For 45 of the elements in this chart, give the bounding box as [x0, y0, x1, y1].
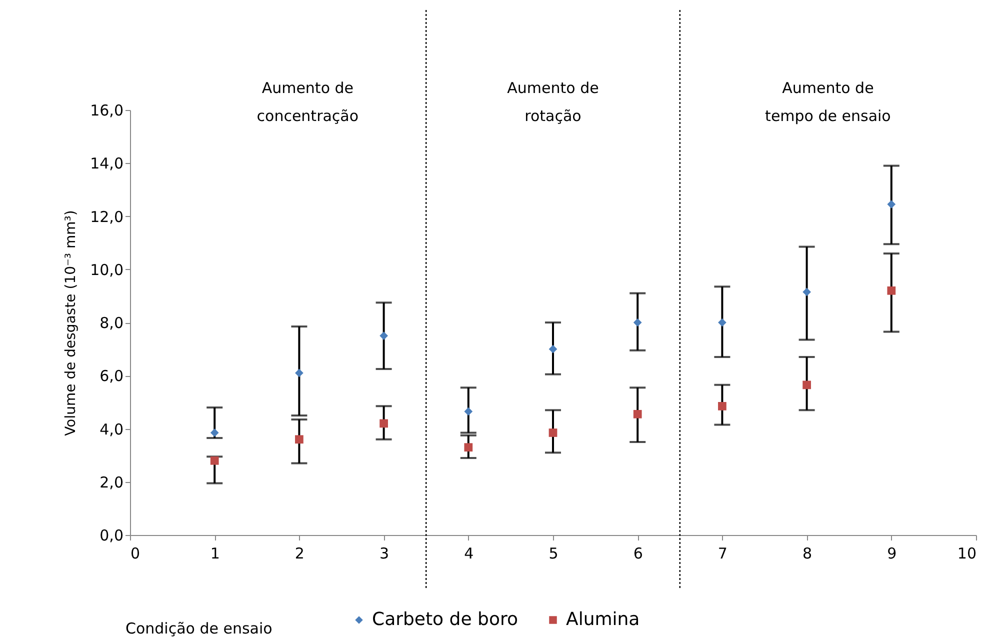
y-axis-title: Volume de desgaste (10⁻³ mm³): [63, 210, 80, 436]
point: [548, 428, 558, 437]
x-tick-label: 4: [464, 544, 474, 562]
point: [210, 428, 219, 437]
x-tick-label: 0: [130, 544, 140, 562]
point: [464, 407, 473, 416]
y-tick-label: 10,0: [90, 260, 124, 279]
legend-label: Carbeto de boro: [372, 609, 518, 630]
point: [380, 332, 388, 340]
point: [802, 380, 811, 390]
x-axis-title: Condição de ensaio: [126, 620, 272, 638]
y-tick-label: 6,0: [100, 367, 124, 386]
point: [548, 344, 558, 354]
y-tick-label: 8,0: [100, 314, 124, 332]
point: [633, 410, 642, 418]
point: [210, 456, 219, 465]
point: [887, 200, 896, 208]
x-tick-label: 3: [380, 544, 390, 562]
x-tick-label: 9: [887, 544, 897, 562]
y-tick-label: 2,0: [100, 473, 124, 492]
x-tick-label: 10: [957, 544, 976, 562]
y-tick-label: 4,0: [100, 420, 124, 438]
point: [718, 318, 726, 327]
y-tick-label: 14,0: [90, 154, 124, 173]
point: [464, 443, 473, 452]
annotation: Aumento de tempo de ensaio: [765, 79, 891, 125]
x-tick-label: 1: [210, 544, 220, 562]
y-tick-label: 12,0: [90, 208, 124, 226]
x-tick-label: 6: [633, 544, 643, 562]
x-tick-label: 8: [802, 544, 812, 562]
y-tick-label: 0,0: [100, 526, 124, 544]
x-tick-label: 5: [548, 544, 558, 562]
annotation: Aumento de concentração: [256, 79, 359, 125]
x-tick-label: 2: [294, 544, 304, 562]
annotation: Aumento de rotação: [507, 79, 599, 125]
point: [718, 402, 726, 410]
point: [802, 288, 811, 296]
point: [633, 318, 642, 327]
point: [295, 435, 304, 444]
y-tick-label: 16,0: [90, 102, 124, 120]
point: [380, 419, 388, 428]
point: [295, 368, 304, 378]
x-tick-label: 7: [718, 544, 728, 562]
point: [887, 286, 896, 295]
legend-label: Alumina: [566, 609, 640, 630]
